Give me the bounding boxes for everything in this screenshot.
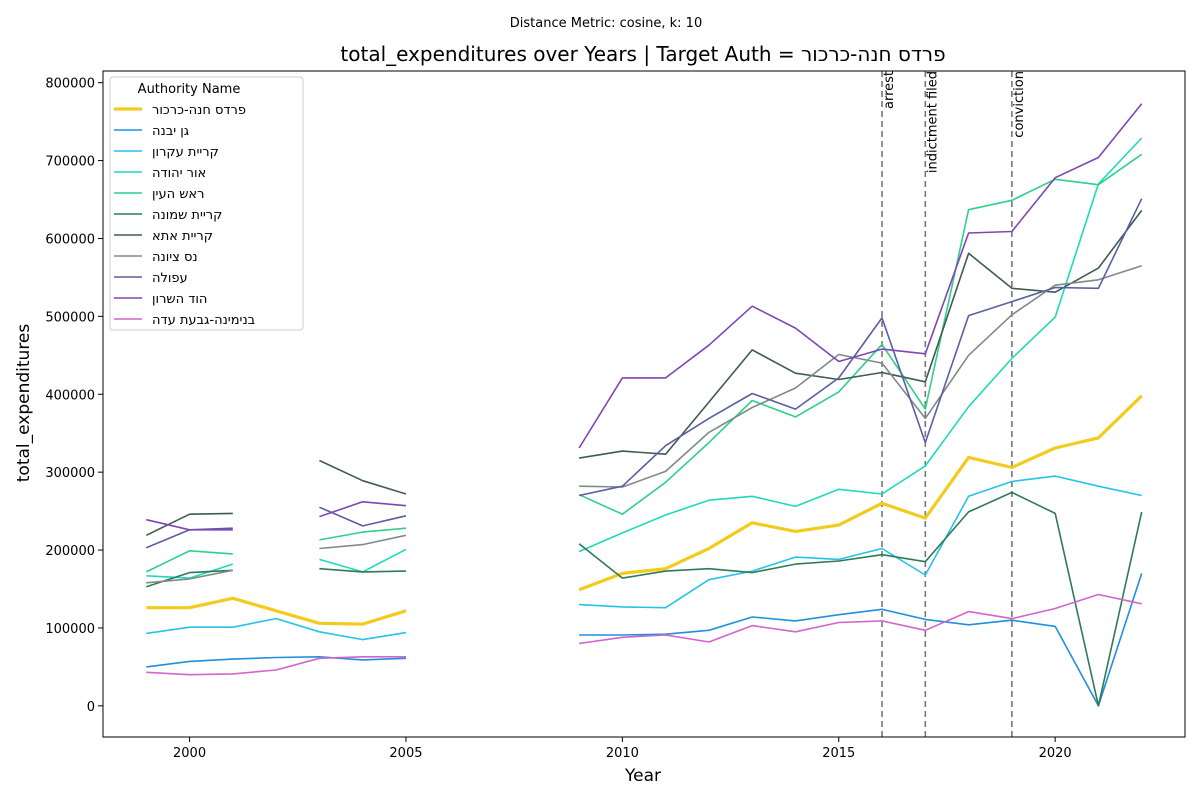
series-line [578, 198, 1143, 497]
legend-entry: נס ציונה [152, 250, 198, 265]
y-tick-label: 600000 [45, 232, 95, 247]
series-line [145, 527, 233, 549]
legend-entry: הוד השרון [152, 292, 207, 307]
series-line [579, 475, 1142, 609]
event-label: conviction [1012, 71, 1027, 138]
y-tick-label: 100000 [45, 622, 95, 637]
x-tick-label: 2020 [1039, 746, 1072, 761]
event-label: indictment filed [925, 71, 940, 173]
y-tick-label: 300000 [45, 466, 95, 481]
y-tick-label: 400000 [45, 388, 95, 403]
legend-entry: קריית שמונה [152, 208, 222, 223]
series-lines [145, 103, 1143, 707]
x-tick-label: 2015 [822, 746, 855, 761]
x-tick-label: 2010 [606, 746, 639, 761]
series-line [146, 518, 233, 531]
series-line [146, 656, 406, 676]
x-tick-label: 2005 [389, 746, 422, 761]
series-line [319, 567, 407, 573]
series-line [145, 512, 233, 537]
series-line [146, 596, 407, 626]
series-line [319, 527, 407, 541]
series-line [319, 548, 407, 573]
legend-entry: קריית עקרון [152, 145, 219, 160]
series-line [146, 569, 233, 584]
series-line [578, 394, 1143, 592]
plot-area-frame [102, 70, 1186, 738]
legend-entry: פרדס חנה-כרכור [152, 103, 246, 118]
y-axis-ticks: 0 100000 200000 300000 400000 500000 600000 700… [45, 77, 103, 715]
series-line [578, 137, 1143, 553]
series-line [319, 501, 407, 518]
series-line [579, 573, 1143, 707]
legend-entry: עפולה [152, 271, 188, 286]
legend-entry: קריית אתא [152, 229, 213, 244]
legend-entry: אור יהודה [152, 166, 206, 181]
x-axis-ticks: 2000 2005 2010 2015 2020 [173, 737, 1072, 761]
series-line [319, 534, 407, 550]
series-line [578, 593, 1142, 645]
legend-entry: ראש העין [152, 187, 204, 202]
series-line [319, 459, 407, 495]
series-line [319, 506, 407, 527]
y-tick-label: 500000 [45, 310, 95, 325]
series-line [578, 103, 1143, 449]
series-line [578, 209, 1143, 459]
figure-suptitle: Distance Metric: cosine, k: 10 [510, 16, 702, 31]
legend-entry: בנימינה-גבעת עדה [152, 313, 255, 328]
y-tick-label: 200000 [45, 544, 95, 559]
series-line [146, 656, 407, 668]
series-line [146, 617, 407, 641]
legend: Authority Name פרדס חנה-כרכור גן יבנה קריי… [109, 76, 304, 331]
series-line [578, 153, 1143, 515]
series-line [145, 550, 233, 573]
y-tick-label: 0 [87, 700, 95, 715]
chart-title: total_expenditures over Years | Target A… [340, 42, 945, 66]
event-label: arrest [882, 71, 897, 109]
x-axis-label: Year [624, 766, 661, 786]
x-tick-label: 2000 [173, 746, 206, 761]
y-tick-label: 800000 [45, 77, 95, 92]
y-tick-label: 700000 [45, 155, 95, 170]
legend-box [109, 76, 304, 331]
legend-entry: גן יבנה [152, 124, 189, 139]
series-line [578, 491, 1143, 707]
event-markers: arrest indictment filed conviction [881, 71, 1027, 737]
legend-title: Authority Name [138, 82, 241, 97]
y-axis-label: total_expenditures [14, 324, 34, 483]
